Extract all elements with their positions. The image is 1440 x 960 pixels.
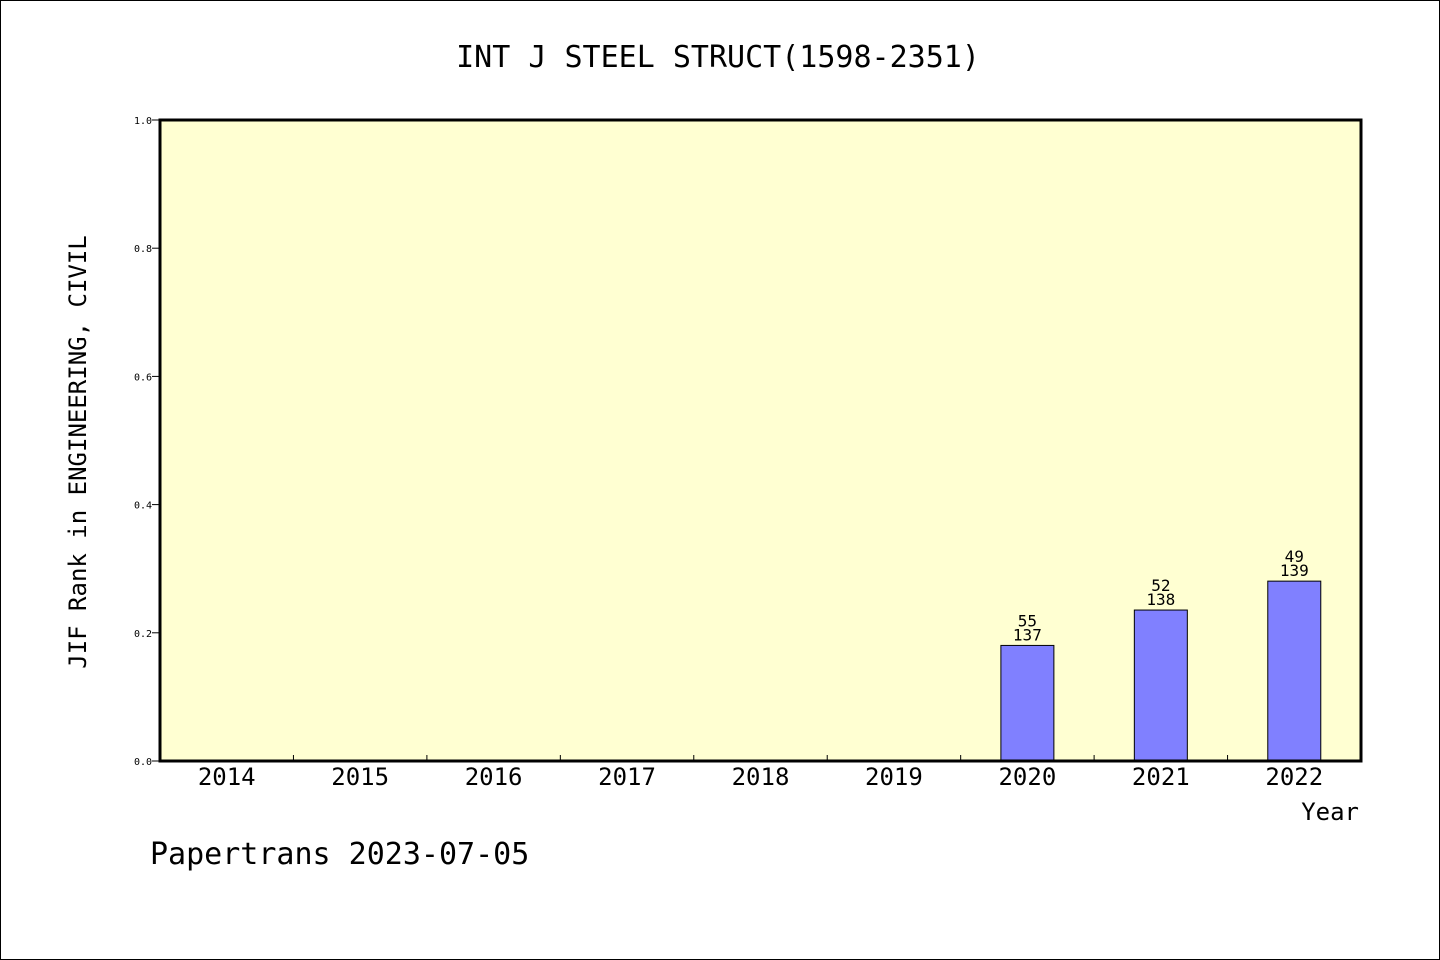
y-tick-label: 0.0 xyxy=(134,757,152,768)
y-tick-label: 0.2 xyxy=(134,629,152,640)
y-tick-label: 0.8 xyxy=(134,244,152,255)
x-tick-label: 2021 xyxy=(1132,763,1190,791)
bar-total-label: 138 xyxy=(1146,590,1175,609)
x-tick-label: 2014 xyxy=(198,763,256,791)
y-tick-label: 1.0 xyxy=(134,116,152,127)
y-axis: 0.0 0.2 0.4 0.6 0.8 1.0 xyxy=(134,116,160,768)
footer-text: Papertrans 2023-07-05 xyxy=(150,837,529,872)
x-tick-label: 2018 xyxy=(732,763,790,791)
x-axis: 2014 2015 2016 2017 2018 2019 2020 2021 2022 xyxy=(198,755,1323,791)
bar-total-label: 137 xyxy=(1013,625,1042,644)
chart-title: INT J STEEL STRUCT(1598-2351) xyxy=(456,40,980,75)
bar-2020 xyxy=(1000,644,1055,762)
bar-rank-label: 52 xyxy=(1151,576,1170,595)
bar-rank-label: 49 xyxy=(1285,547,1304,566)
bar-2021 xyxy=(1133,609,1188,762)
y-tick-label: 0.4 xyxy=(134,501,152,512)
bar-2022 xyxy=(1267,580,1322,762)
x-tick-label: 2016 xyxy=(465,763,523,791)
x-tick-label: 2019 xyxy=(865,763,923,791)
x-tick-label: 2017 xyxy=(598,763,656,791)
y-tick-label: 0.6 xyxy=(134,372,152,383)
bar-rank-label: 55 xyxy=(1018,611,1037,630)
y-axis-label: JIF Rank in ENGINEERING, CIVIL xyxy=(64,235,92,668)
x-tick-label: 2020 xyxy=(998,763,1056,791)
bar-total-label: 139 xyxy=(1280,561,1309,580)
plot-border xyxy=(158,118,1363,763)
x-tick-label: 2015 xyxy=(331,763,389,791)
x-tick-label: 2022 xyxy=(1265,763,1323,791)
x-axis-label: Year xyxy=(1301,798,1359,826)
